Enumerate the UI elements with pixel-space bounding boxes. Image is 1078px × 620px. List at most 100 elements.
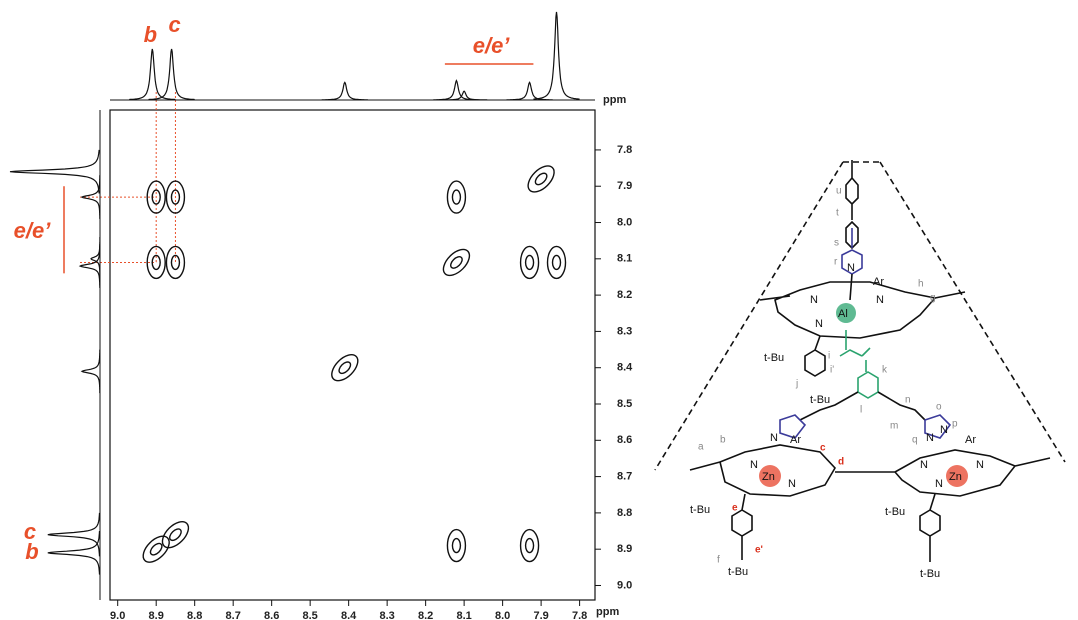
atom-label: t-Bu [728,566,748,578]
cross-peak [523,161,558,196]
y-tick-label: 8.1 [617,253,632,265]
projection-peak [322,82,368,99]
atom-label: N [750,459,758,471]
aryl-groups [732,494,940,562]
atom-label: N [788,478,796,490]
x-tick-label: 8.0 [495,610,510,620]
y-axis-label: ppm [603,94,626,106]
y-tick-label: 8.2 [617,289,632,301]
cross-peak [439,245,474,280]
atom-label: m [890,421,898,432]
annotation: b [144,22,157,47]
cross-peak [139,532,174,567]
atom-label: o [936,402,942,413]
atom-label: N [926,432,934,444]
annotation: e/e’ [14,218,52,243]
projection-peak [507,82,553,99]
cross-peak [148,541,164,557]
annotation: b [25,539,38,564]
atom-label: Ar [873,276,884,288]
x-tick-label: 8.7 [226,610,241,620]
atom-label: s [834,238,839,249]
x-tick-label: 8.2 [418,610,433,620]
projection-peak [82,350,100,394]
y-tick-label: 8.3 [617,325,632,337]
atom-label: u [836,186,842,197]
projection-peak [433,81,479,100]
atom-label: k [882,365,888,376]
atom-label: N [920,459,928,471]
cross-peak [548,246,566,278]
atom-label: l [860,405,862,416]
x-tick-label: 8.5 [303,610,318,620]
x-tick-label: 8.6 [264,610,279,620]
atom-label: r [834,257,838,268]
annotation: c [168,12,180,37]
cross-peak [452,539,460,553]
atom-label: j [795,379,798,390]
atom-label: N [876,294,884,306]
atom-label: h [918,279,924,290]
projection-peak [10,150,99,194]
atom-label: Ar [790,434,801,446]
atom-label: e [732,503,738,514]
atom-label: a [698,442,704,453]
atom-label: d [838,457,844,468]
atom-label: t-Bu [764,352,784,364]
atom-label: f [717,555,720,566]
atom-label: N [770,432,778,444]
cross-peak [327,350,362,385]
cross-peak [533,171,549,187]
cross-peak [553,255,561,269]
y-tick-label: 8.4 [617,362,633,374]
projection-peak [129,49,175,100]
atom-label: N [815,318,823,330]
y-tick-label: 8.8 [617,507,632,519]
atom-label: e' [755,545,763,556]
x-tick-label: 8.8 [187,610,202,620]
cross-peak [526,539,534,553]
atom-label: i [828,351,830,362]
cross-peak [447,181,465,213]
y-tick-label: 7.8 [617,144,632,156]
y-tick-label: 8.0 [617,216,632,228]
atom-label: Zn [762,471,775,483]
atom-label: g [930,293,936,304]
y-tick-label: 7.9 [617,180,632,192]
atom-label: Al [838,308,848,320]
cross-peak [337,360,353,376]
y-tick-label: 8.6 [617,434,632,446]
atom-label: N [940,424,948,436]
x-tick-label: 8.1 [456,610,471,620]
dashed-cone [655,162,1065,470]
atom-label: Ar [965,434,976,446]
benzoate [840,330,878,398]
atom-label: N [935,478,943,490]
atom-label: q [912,435,918,446]
atom-label: n [905,395,911,406]
cross-peak [447,530,465,562]
y-tick-label: 8.9 [617,543,632,555]
x-tick-label: 8.3 [379,610,394,620]
structure: u t s r N Ar h g Al N N N i i' t-Bu j t-… [655,160,1065,580]
zn-porphyrins [690,445,1050,496]
atom-label: t-Bu [920,568,940,580]
atom-label: t-Bu [690,504,710,516]
annotation: e/e’ [473,33,511,58]
y-tick-label: 8.7 [617,470,632,482]
x-axis-label: ppm [596,606,619,618]
atom-label: b [720,435,726,446]
cross-peak [526,255,534,269]
atom-label: i' [830,365,834,376]
projection-peak [48,531,100,575]
figure: u t s r N Ar h g Al N N N i i' t-Bu j t-… [0,0,1078,620]
aryl [805,336,825,376]
projection-peak [533,12,579,99]
atom-label: N [847,262,855,274]
cross-peak [449,255,465,271]
al-porphyrin [760,274,965,338]
cross-peak [521,246,539,278]
cross-peak [452,190,460,204]
projection-peak [149,49,195,100]
cross-peak [168,527,184,543]
